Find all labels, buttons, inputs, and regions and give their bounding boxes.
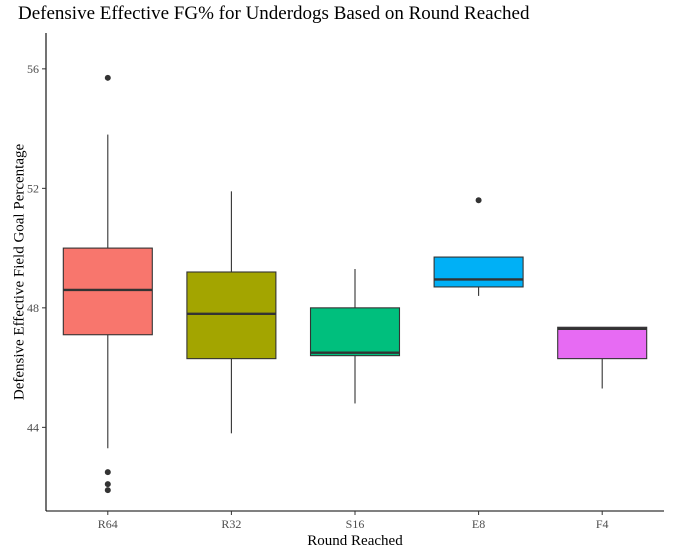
chart-title: Defensive Effective FG% for Underdogs Ba… [18,3,530,24]
x-tick-label: S16 [346,517,365,531]
y-tick-label: 56 [27,62,39,76]
box-rect [186,271,277,360]
x-tick-label: F4 [596,517,609,531]
x-tick-label: E8 [472,517,485,531]
box-s16 [309,269,401,404]
x-tick-label: R64 [98,517,118,531]
outlier-point [104,74,111,81]
x-tick-label: R32 [221,517,241,531]
y-tick-label: 44 [27,420,39,434]
outlier-point [104,469,111,476]
axes-layer: 44 48 52 56 R64 R32 S16 E8 F4 [27,33,664,531]
box-rect [557,326,648,360]
box-e8 [433,197,524,296]
y-tick-label: 48 [27,301,39,315]
y-tick-label: 52 [27,181,39,195]
box-r64 [62,74,153,494]
outlier-point [475,197,482,204]
outlier-point [104,487,111,494]
box-f4 [557,326,648,389]
box-r32 [186,191,277,434]
y-axis-title: Defensive Effective Field Goal Percentag… [11,144,27,401]
box-rect [62,247,153,336]
outlier-point [104,481,111,488]
box-rect [309,307,401,357]
box-rect [433,256,524,288]
x-axis-title: Round Reached [307,533,403,549]
boxes-layer [62,74,648,494]
